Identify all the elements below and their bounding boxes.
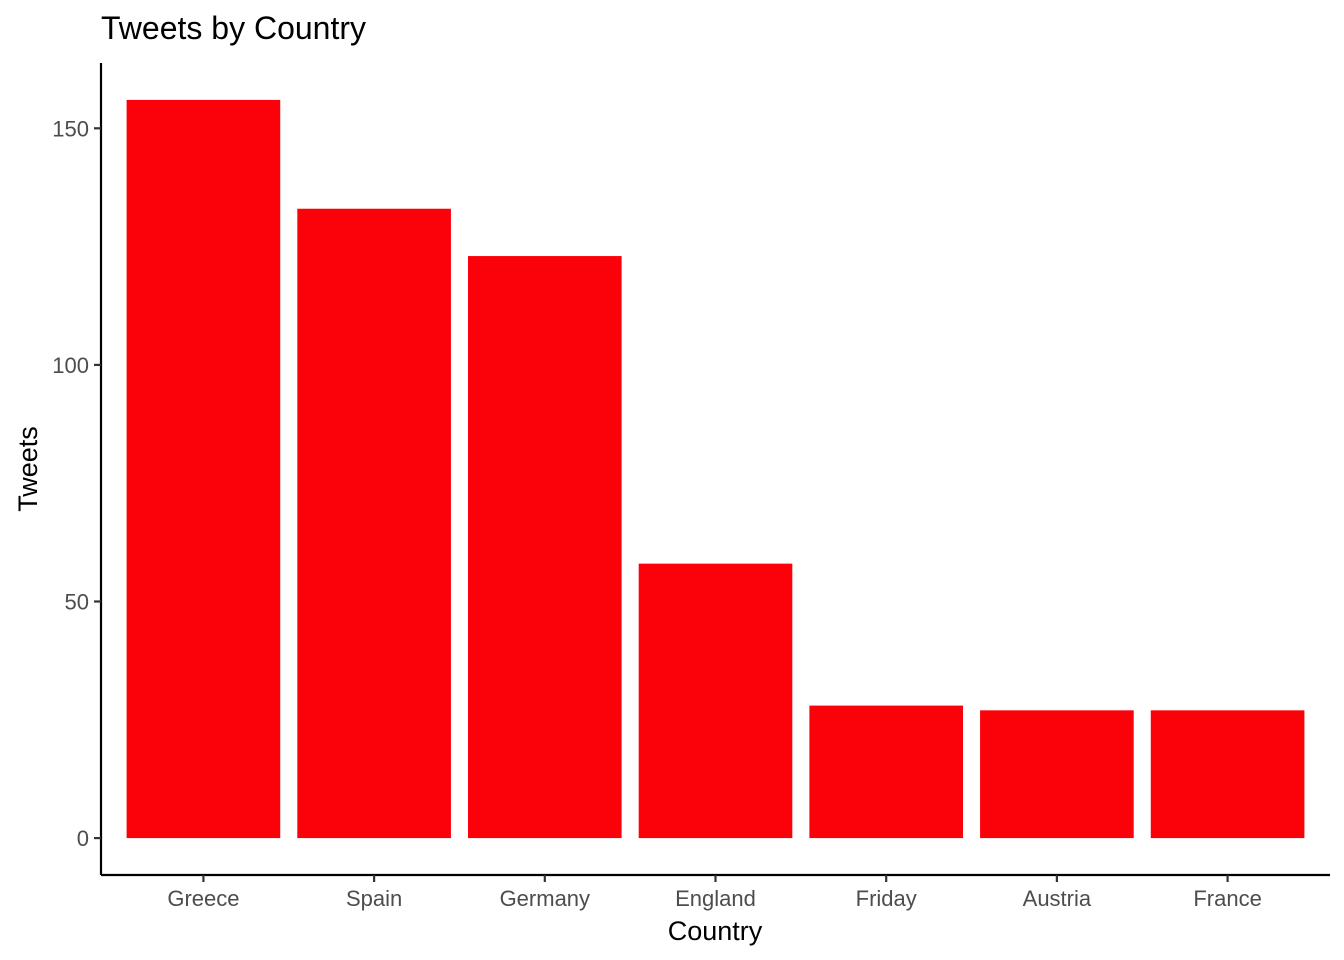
y-axis-title: Tweets <box>13 426 43 512</box>
bar-england <box>638 563 793 839</box>
bar-friday <box>809 705 964 839</box>
x-tick-label: Austria <box>1023 886 1092 911</box>
y-tick-label: 150 <box>52 116 89 141</box>
y-tick-label: 50 <box>65 589 89 614</box>
x-tick-label: Spain <box>346 886 402 911</box>
chart-title: Tweets by Country <box>101 10 366 46</box>
x-tick-label: Friday <box>856 886 917 911</box>
bars-group <box>126 99 1305 839</box>
x-tick-label: France <box>1193 886 1261 911</box>
bar-france <box>1150 710 1305 839</box>
bar-greece <box>126 99 281 839</box>
y-tick-label: 0 <box>77 826 89 851</box>
x-tick-label: Greece <box>167 886 239 911</box>
x-tick-label: England <box>675 886 756 911</box>
x-axis: Greece Spain Germany England Friday Austria Fr… <box>101 873 1330 911</box>
x-axis-title: Country <box>668 916 763 946</box>
y-axis: 0 50 100 150 <box>52 63 103 875</box>
y-tick-label: 100 <box>52 353 89 378</box>
x-tick-label: Germany <box>500 886 590 911</box>
bar-spain <box>297 208 451 839</box>
bar-germany <box>467 256 622 839</box>
bar-austria <box>980 710 1134 839</box>
